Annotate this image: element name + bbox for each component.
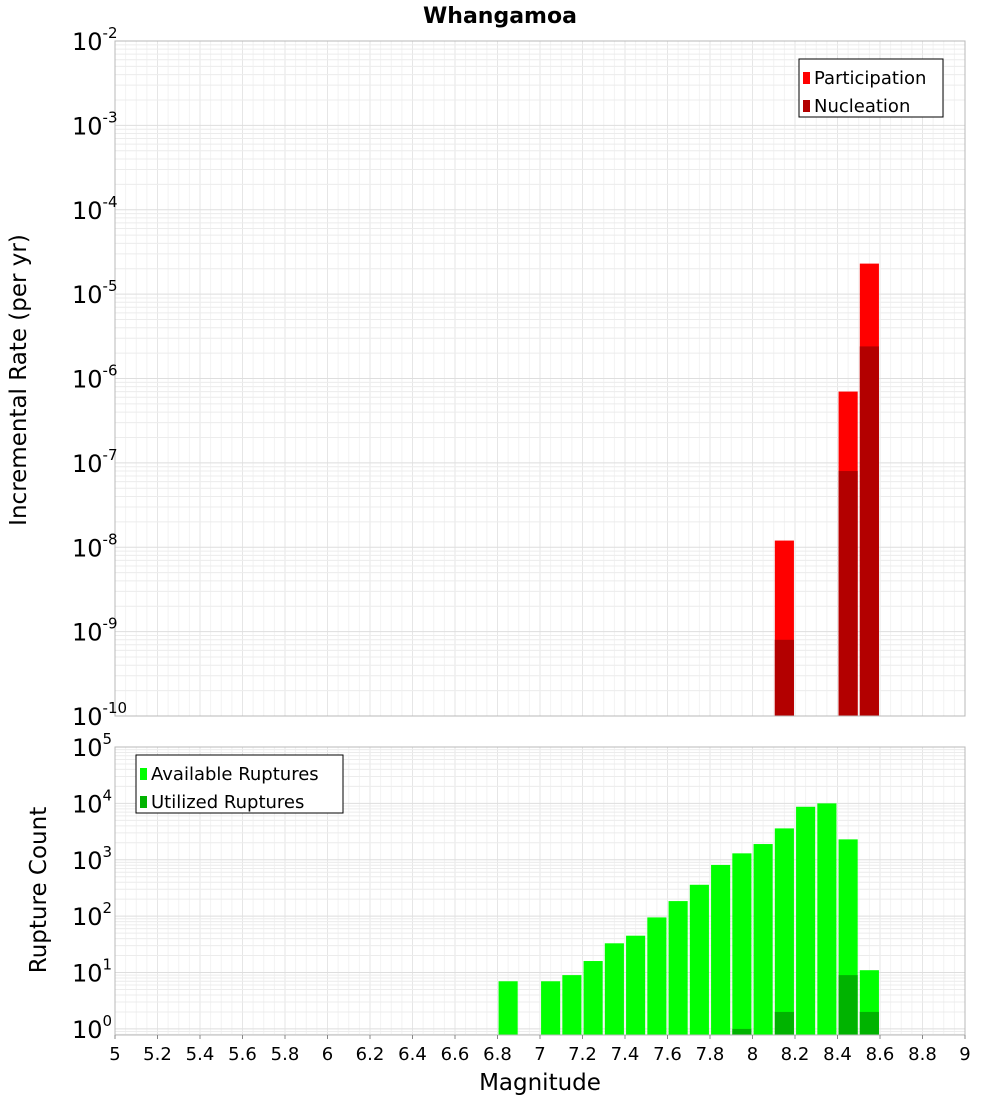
bottom-y-tick-labels: 105 104 103 102 101 100 <box>72 730 112 1044</box>
top-plot-area <box>114 40 966 717</box>
x-tick-labels: 5 5.2 5.4 5.6 5.8 6 6.2 6.4 6.6 6.8 7 7.2 7.4 7.6 7.8 8… <box>109 1035 971 1065</box>
bottom-bar-available-ruptures-4 <box>604 943 624 1035</box>
bottom-bar-available-ruptures-6 <box>647 917 667 1035</box>
bottom-bar-available-ruptures-7 <box>668 901 688 1035</box>
bottom-legend-label-0: Available Ruptures <box>151 764 319 785</box>
x-tick-label-4: 5.8 <box>271 1044 300 1065</box>
bottom-y-tick-label-1: 104 <box>72 786 112 818</box>
x-tick-label-2: 5.4 <box>186 1044 215 1065</box>
x-tick-label-20: 9 <box>959 1044 970 1065</box>
x-tick-label-17: 8.4 <box>823 1044 852 1065</box>
x-tick-label-10: 7 <box>534 1044 545 1065</box>
top-y-tick-label-7: 10-9 <box>72 615 118 647</box>
x-tick-label-15: 8 <box>747 1044 758 1065</box>
bottom-legend-box <box>135 754 344 814</box>
top-legend-swatch-0 <box>803 72 810 84</box>
bottom-y-axis-label: Rupture Count <box>26 807 52 973</box>
top-y-tick-label-0: 10-2 <box>72 24 118 56</box>
bottom-bar-available-ruptures-0 <box>498 981 518 1035</box>
bottom-bar-utilized-ruptures-0 <box>732 1028 752 1035</box>
x-tick-label-3: 5.6 <box>228 1044 257 1065</box>
top-y-tick-label-8: 10-10 <box>72 699 127 731</box>
bottom-bar-utilized-ruptures-3 <box>859 1011 879 1035</box>
bottom-bar-available-ruptures-2 <box>562 975 582 1035</box>
bottom-y-tick-label-4: 101 <box>72 956 112 988</box>
top-plot-frame <box>114 40 966 717</box>
top-y-tick-label-4: 10-6 <box>72 362 118 394</box>
top-legend-box <box>798 58 944 118</box>
top-y-tick-label-6: 10-8 <box>72 530 118 562</box>
x-tick-label-16: 8.2 <box>781 1044 810 1065</box>
top-bar-nucleation-2 <box>859 346 879 716</box>
x-tick-label-14: 7.8 <box>696 1044 725 1065</box>
bottom-legend-swatch-0 <box>140 768 147 780</box>
x-tick-label-6: 6.2 <box>356 1044 385 1065</box>
x-tick-label-12: 7.4 <box>611 1044 640 1065</box>
chart-title: Whangamoa <box>423 4 577 29</box>
x-tick-label-5: 6 <box>322 1044 333 1065</box>
bottom-bar-available-ruptures-11 <box>753 844 773 1035</box>
bottom-bar-available-ruptures-12 <box>774 828 794 1035</box>
x-axis-label: Magnitude <box>479 1070 601 1096</box>
bottom-bars <box>498 803 879 1035</box>
bottom-legend-swatch-1 <box>140 796 147 808</box>
bottom-bar-available-ruptures-9 <box>711 864 731 1035</box>
top-legend: Participation Nucleation <box>798 58 944 118</box>
x-tick-label-18: 8.6 <box>866 1044 895 1065</box>
bottom-y-tick-label-0: 105 <box>72 730 112 762</box>
top-y-tick-label-2: 10-4 <box>72 193 118 225</box>
bottom-legend: Available Ruptures Utilized Ruptures <box>135 754 344 814</box>
x-tick-label-9: 6.8 <box>483 1044 512 1065</box>
top-legend-label-1: Nucleation <box>814 96 910 117</box>
top-bar-nucleation-1 <box>838 471 858 716</box>
x-tick-label-13: 7.6 <box>653 1044 682 1065</box>
bottom-y-tick-label-5: 100 <box>72 1012 112 1044</box>
top-bar-nucleation-0 <box>774 639 794 716</box>
x-tick-label-0: 5 <box>109 1044 120 1065</box>
bottom-bar-available-ruptures-8 <box>689 884 709 1035</box>
bottom-y-tick-label-2: 103 <box>72 843 112 875</box>
top-legend-label-0: Participation <box>814 68 926 89</box>
top-y-tick-label-1: 10-3 <box>72 108 118 140</box>
bottom-bar-available-ruptures-14 <box>817 803 837 1035</box>
x-tick-label-1: 5.2 <box>143 1044 172 1065</box>
bottom-y-tick-label-3: 102 <box>72 899 112 931</box>
x-tick-label-11: 7.2 <box>568 1044 597 1065</box>
bottom-bar-utilized-ruptures-2 <box>838 975 858 1035</box>
top-y-tick-label-3: 10-5 <box>72 277 118 309</box>
x-tick-label-19: 8.8 <box>908 1044 937 1065</box>
x-tick-label-7: 6.4 <box>398 1044 427 1065</box>
top-bars <box>774 263 879 716</box>
bottom-bar-available-ruptures-10 <box>732 853 752 1035</box>
bottom-legend-label-1: Utilized Ruptures <box>151 792 304 813</box>
bottom-bar-available-ruptures-5 <box>626 935 646 1035</box>
top-y-tick-label-5: 10-7 <box>72 446 118 478</box>
x-tick-label-8: 6.6 <box>441 1044 470 1065</box>
top-y-tick-labels: 10-2 10-3 10-4 10-5 10-6 10-7 10-8 10-9 10-10 <box>72 24 127 731</box>
bottom-bar-available-ruptures-1 <box>541 981 561 1035</box>
bottom-bar-utilized-ruptures-1 <box>774 1011 794 1035</box>
bottom-bar-available-ruptures-3 <box>583 961 603 1035</box>
top-gridlines <box>114 40 966 717</box>
bottom-bar-available-ruptures-13 <box>796 806 816 1035</box>
top-y-axis-label: Incremental Rate (per yr) <box>6 234 32 526</box>
top-legend-swatch-1 <box>803 100 810 112</box>
